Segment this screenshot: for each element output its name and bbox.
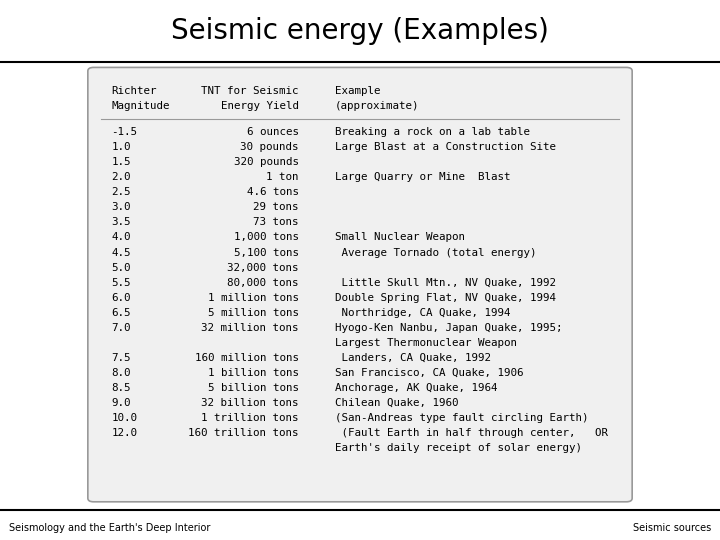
- Text: Northridge, CA Quake, 1994: Northridge, CA Quake, 1994: [335, 308, 510, 318]
- Text: 29 tons: 29 tons: [253, 202, 299, 212]
- Text: Example: Example: [335, 86, 380, 96]
- Text: 1,000 tons: 1,000 tons: [234, 232, 299, 242]
- Text: Seismic energy (Examples): Seismic energy (Examples): [171, 17, 549, 45]
- Text: 7.5: 7.5: [112, 353, 131, 363]
- Text: Small Nuclear Weapon: Small Nuclear Weapon: [335, 232, 465, 242]
- Text: Richter: Richter: [112, 86, 157, 96]
- Text: 7.0: 7.0: [112, 323, 131, 333]
- Text: 3.0: 3.0: [112, 202, 131, 212]
- Text: 1 trillion tons: 1 trillion tons: [202, 413, 299, 423]
- Text: 5 million tons: 5 million tons: [208, 308, 299, 318]
- Text: 9.0: 9.0: [112, 398, 131, 408]
- Text: 3.5: 3.5: [112, 218, 131, 227]
- Text: 32 billion tons: 32 billion tons: [202, 398, 299, 408]
- Text: 5 billion tons: 5 billion tons: [208, 383, 299, 393]
- Text: Chilean Quake, 1960: Chilean Quake, 1960: [335, 398, 459, 408]
- Text: Large Quarry or Mine  Blast: Large Quarry or Mine Blast: [335, 172, 510, 182]
- Text: 160 million tons: 160 million tons: [195, 353, 299, 363]
- Text: 320 pounds: 320 pounds: [234, 157, 299, 167]
- Text: 1 billion tons: 1 billion tons: [208, 368, 299, 378]
- Text: 1.5: 1.5: [112, 157, 131, 167]
- Text: 5.0: 5.0: [112, 262, 131, 273]
- Text: Little Skull Mtn., NV Quake, 1992: Little Skull Mtn., NV Quake, 1992: [335, 278, 556, 288]
- Text: Earth's daily receipt of solar energy): Earth's daily receipt of solar energy): [335, 443, 582, 453]
- Text: 10.0: 10.0: [112, 413, 138, 423]
- Text: 32,000 tons: 32,000 tons: [228, 262, 299, 273]
- Text: 1.0: 1.0: [112, 142, 131, 152]
- Text: 6.5: 6.5: [112, 308, 131, 318]
- Text: TNT for Seismic: TNT for Seismic: [202, 86, 299, 96]
- Text: 4.0: 4.0: [112, 232, 131, 242]
- Text: San Francisco, CA Quake, 1906: San Francisco, CA Quake, 1906: [335, 368, 523, 378]
- Text: 1 ton: 1 ton: [266, 172, 299, 182]
- Text: (approximate): (approximate): [335, 102, 419, 111]
- Text: 2.0: 2.0: [112, 172, 131, 182]
- Text: -1.5: -1.5: [112, 127, 138, 137]
- Text: 32 million tons: 32 million tons: [202, 323, 299, 333]
- Text: Largest Thermonuclear Weapon: Largest Thermonuclear Weapon: [335, 338, 517, 348]
- Text: Energy Yield: Energy Yield: [221, 102, 299, 111]
- Text: 8.5: 8.5: [112, 383, 131, 393]
- Text: Average Tornado (total energy): Average Tornado (total energy): [335, 247, 536, 258]
- Text: Anchorage, AK Quake, 1964: Anchorage, AK Quake, 1964: [335, 383, 498, 393]
- Text: 160 trillion tons: 160 trillion tons: [189, 428, 299, 438]
- Text: Magnitude: Magnitude: [112, 102, 170, 111]
- Text: 8.0: 8.0: [112, 368, 131, 378]
- Text: (San-Andreas type fault circling Earth): (San-Andreas type fault circling Earth): [335, 413, 588, 423]
- Text: Seismology and the Earth's Deep Interior: Seismology and the Earth's Deep Interior: [9, 523, 210, 533]
- FancyBboxPatch shape: [88, 68, 632, 502]
- Text: Breaking a rock on a lab table: Breaking a rock on a lab table: [335, 127, 530, 137]
- Text: Double Spring Flat, NV Quake, 1994: Double Spring Flat, NV Quake, 1994: [335, 293, 556, 302]
- Text: 12.0: 12.0: [112, 428, 138, 438]
- Text: 6 ounces: 6 ounces: [247, 127, 299, 137]
- Text: 80,000 tons: 80,000 tons: [228, 278, 299, 288]
- Text: 5.5: 5.5: [112, 278, 131, 288]
- Text: 1 million tons: 1 million tons: [208, 293, 299, 302]
- Text: Large Blast at a Construction Site: Large Blast at a Construction Site: [335, 142, 556, 152]
- Text: 2.5: 2.5: [112, 187, 131, 197]
- Text: 5,100 tons: 5,100 tons: [234, 247, 299, 258]
- Text: 73 tons: 73 tons: [253, 218, 299, 227]
- Text: (Fault Earth in half through center,   OR: (Fault Earth in half through center, OR: [335, 428, 608, 438]
- Text: 4.5: 4.5: [112, 247, 131, 258]
- Text: Landers, CA Quake, 1992: Landers, CA Quake, 1992: [335, 353, 491, 363]
- Text: Seismic sources: Seismic sources: [633, 523, 711, 533]
- Text: 30 pounds: 30 pounds: [240, 142, 299, 152]
- Text: 4.6 tons: 4.6 tons: [247, 187, 299, 197]
- Text: 6.0: 6.0: [112, 293, 131, 302]
- Text: Hyogo-Ken Nanbu, Japan Quake, 1995;: Hyogo-Ken Nanbu, Japan Quake, 1995;: [335, 323, 562, 333]
